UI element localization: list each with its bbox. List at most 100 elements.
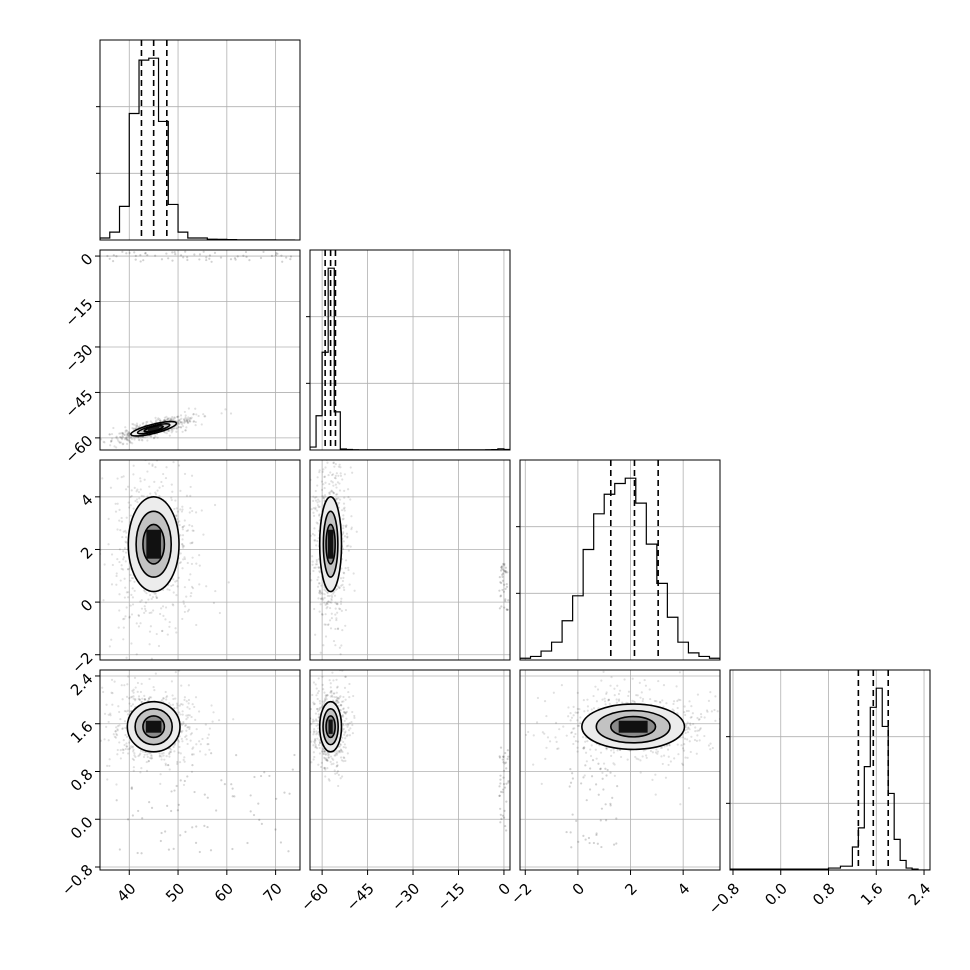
scatter-point	[147, 697, 151, 701]
scatter-point	[329, 682, 332, 685]
scatter-point	[168, 429, 171, 433]
scatter-point	[151, 463, 154, 466]
outlier-point	[245, 255, 248, 258]
scatter-point	[124, 615, 127, 618]
scatter-point	[143, 698, 146, 701]
scatter-point	[135, 653, 138, 656]
scatter-panel-0-1	[100, 250, 300, 450]
outlier-point	[253, 775, 256, 779]
scatter-point	[326, 591, 329, 594]
scatter-point	[323, 749, 326, 752]
scatter-point	[687, 727, 690, 730]
scatter-point	[317, 566, 320, 569]
scatter-point	[182, 602, 186, 605]
scatter-point	[161, 455, 163, 457]
scatter-point	[339, 466, 342, 469]
scatter-point	[177, 419, 181, 422]
scatter-point	[129, 579, 132, 582]
scatter-point	[315, 694, 318, 697]
scatter-point	[307, 519, 309, 521]
scatter-point	[342, 727, 345, 731]
outlier-point	[506, 749, 509, 752]
scatter-point	[177, 464, 181, 467]
outlier-point	[285, 256, 288, 259]
outlier-point	[500, 566, 503, 569]
outlier-point	[499, 807, 502, 810]
scatter-point	[160, 755, 163, 758]
scatter-point	[212, 601, 216, 605]
outlier-point	[499, 581, 502, 584]
scatter-point	[103, 563, 106, 566]
outlier-point	[500, 566, 503, 569]
scatter-point	[125, 591, 128, 594]
scatter-point	[160, 480, 163, 484]
scatter-point	[338, 482, 341, 485]
scatter-point	[183, 760, 186, 763]
outlier-point	[186, 256, 189, 259]
scatter-point	[324, 696, 328, 699]
scatter-point	[140, 767, 143, 770]
scatter-point	[174, 697, 177, 700]
scatter-point	[584, 751, 588, 754]
scatter-point	[317, 716, 320, 719]
scatter-point	[130, 437, 134, 441]
scatter-point	[336, 700, 339, 703]
scatter-point	[121, 535, 124, 539]
scatter-point	[317, 420, 319, 422]
scatter-point	[132, 464, 135, 467]
scatter-point	[667, 755, 670, 758]
outlier-point	[281, 260, 284, 263]
scatter-point	[167, 763, 170, 767]
scatter-point	[689, 716, 692, 719]
scatter-point	[109, 444, 112, 447]
scatter-point	[617, 698, 621, 701]
outlier-point	[499, 595, 502, 598]
scatter-point	[330, 473, 334, 477]
scatter-point	[339, 577, 343, 580]
scatter-point	[140, 607, 144, 610]
scatter-point	[134, 697, 137, 701]
outlier-point	[501, 579, 505, 582]
scatter-point	[321, 597, 324, 600]
scatter-point	[119, 528, 122, 532]
scatter-point	[147, 760, 150, 763]
outlier-point	[186, 775, 189, 778]
scatter-point	[137, 490, 141, 494]
scatter-point	[170, 584, 173, 588]
scatter-point	[344, 524, 347, 528]
scatter-point	[344, 567, 347, 570]
outlier-point	[121, 250, 124, 253]
outlier-point	[505, 829, 508, 832]
scatter-point	[314, 499, 318, 502]
scatter-point	[344, 712, 347, 715]
scatter-point	[129, 504, 132, 507]
scatter-point	[198, 740, 201, 743]
scatter-point	[330, 763, 333, 766]
scatter-point	[164, 476, 168, 480]
scatter-point	[342, 708, 345, 711]
outlier-point	[170, 809, 173, 813]
scatter-point	[318, 610, 321, 613]
scatter-point	[315, 747, 319, 750]
scatter-point	[116, 748, 119, 752]
outlier-point	[182, 256, 185, 259]
scatter-point	[137, 614, 141, 618]
scatter-point	[310, 723, 313, 726]
scatter-point	[331, 757, 334, 760]
scatter-point	[314, 683, 317, 686]
scatter-point	[329, 606, 332, 610]
outlier-point	[504, 569, 507, 572]
scatter-point	[133, 580, 136, 583]
scatter-point	[313, 534, 316, 537]
scatter-point	[332, 639, 336, 643]
scatter-point	[344, 759, 347, 762]
scatter-point	[313, 607, 316, 611]
scatter-point	[590, 744, 593, 747]
scatter-point	[332, 758, 335, 761]
scatter-point	[321, 470, 324, 473]
scatter-point	[344, 711, 347, 714]
outlier-point	[213, 251, 217, 255]
scatter-point	[334, 483, 337, 486]
scatter-point	[137, 613, 140, 617]
scatter-point	[206, 424, 208, 426]
